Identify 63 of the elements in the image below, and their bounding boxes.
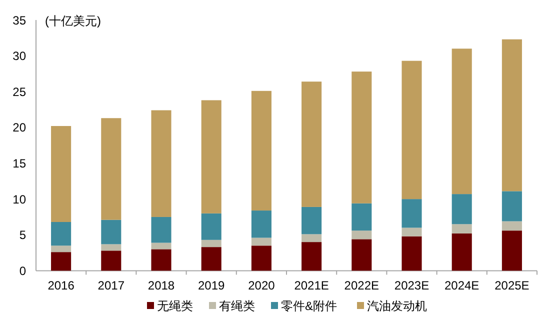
bar [101,250,122,271]
bar [502,191,522,222]
bar [51,252,72,271]
bar [101,220,122,244]
bar [151,110,172,217]
legend-label: 汽油发动机 [367,299,427,313]
y-tick-label: 25 [12,84,26,99]
y-tick-label: 5 [19,228,26,242]
x-tick-label: 2019 [198,278,226,293]
bar [251,246,272,271]
x-tick-label: 2024E [444,278,480,293]
bar [51,246,72,252]
bar [502,230,522,271]
y-tick-label: 20 [12,120,26,135]
y-axis-title: (十亿美元) [45,14,101,28]
bar [402,228,422,236]
x-tick-label: 2021E [294,278,329,293]
bar [452,233,472,271]
x-tick-label: 2017 [98,278,125,293]
bar [201,240,222,248]
y-tick-label: 15 [12,156,26,171]
y-tick-label: 10 [12,192,26,206]
bar [302,234,322,242]
bar [101,118,122,220]
bar [151,249,172,271]
y-tick-label: 0 [19,264,26,278]
bar [151,216,172,243]
bar [452,224,472,234]
bar [302,242,322,271]
legend-label: 无绳类 [157,299,193,313]
x-tick-label: 2020 [248,278,276,293]
bar [502,221,522,231]
bar [51,126,72,222]
bar [352,230,372,240]
legend-label: 有绳类 [219,299,255,313]
x-tick-label: 2018 [148,278,175,293]
bar [352,72,372,204]
x-tick-label: 2016 [48,278,75,293]
bar [101,244,122,251]
bar [452,48,472,194]
x-tick-label: 2025E [494,278,530,293]
bar [352,203,372,231]
bar [251,238,272,246]
bar [251,210,272,238]
bar [201,213,222,240]
bar [302,82,322,207]
y-tick-label: 35 [12,13,26,28]
bar [151,242,172,250]
y-tick-label: 30 [12,49,26,64]
x-tick-label: 2022E [344,278,379,293]
bar [352,239,372,271]
bar [452,194,472,224]
x-tick-label: 2023E [394,278,430,293]
bar [201,100,222,214]
bar [51,222,72,246]
bar [502,39,522,192]
bar [201,247,222,271]
bar [251,90,272,211]
legend-label: 零件&附件 [281,299,338,313]
bar [302,206,322,234]
bar [402,236,422,271]
bar [402,199,422,228]
bar [402,60,422,200]
